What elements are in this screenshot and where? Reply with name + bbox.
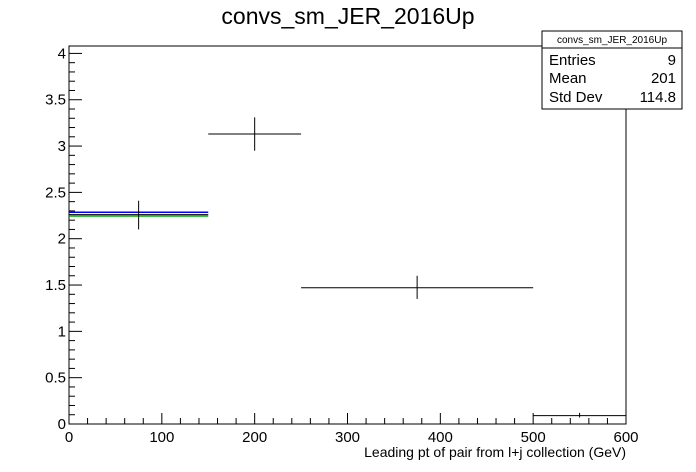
data-point bbox=[533, 412, 626, 418]
stats-stddev-label: Std Dev bbox=[549, 89, 603, 106]
data-point bbox=[208, 117, 302, 151]
chart-title: convs_sm_JER_2016Up bbox=[221, 3, 474, 29]
y-tick-label: 0.5 bbox=[45, 370, 66, 387]
y-tick-label: 4 bbox=[58, 45, 66, 62]
y-tick-label: 2.5 bbox=[45, 184, 66, 201]
y-tick-label: 0 bbox=[58, 416, 66, 433]
stats-mean-label: Mean bbox=[549, 70, 587, 87]
data-points bbox=[69, 117, 626, 418]
y-tick-label: 1.5 bbox=[45, 277, 66, 294]
axis-ticks: 0 100 200 300 400 500 600 0 0.5 1 1.5 2 2.5 3 3.5 4 bbox=[45, 45, 638, 446]
y-tick-label: 2 bbox=[58, 231, 66, 248]
x-tick-label: 400 bbox=[428, 429, 453, 446]
stats-entries-label: Entries bbox=[549, 52, 596, 69]
stats-box-frame bbox=[541, 30, 683, 110]
x-tick-label: 500 bbox=[521, 429, 546, 446]
y-tick-label: 3 bbox=[58, 138, 66, 155]
stats-stddev-value: 114.8 bbox=[640, 89, 676, 106]
stats-box: convs_sm_JER_2016Up Entries 9 Mean 201 S… bbox=[541, 30, 683, 110]
stats-entries-value: 9 bbox=[668, 52, 676, 69]
x-tick-label: 600 bbox=[613, 429, 638, 446]
y-tick-label: 1 bbox=[58, 323, 66, 340]
x-tick-label: 200 bbox=[242, 429, 267, 446]
stats-box-title: convs_sm_JER_2016Up bbox=[557, 35, 667, 46]
stats-mean-value: 201 bbox=[651, 70, 676, 87]
x-tick-label: 0 bbox=[65, 429, 73, 446]
x-tick-label: 300 bbox=[335, 429, 360, 446]
x-tick-label: 100 bbox=[149, 429, 174, 446]
data-point bbox=[301, 275, 534, 299]
x-axis-title: Leading pt of pair from l+j collection (… bbox=[364, 444, 626, 460]
data-point bbox=[69, 200, 209, 230]
y-tick-label: 3.5 bbox=[45, 92, 66, 109]
